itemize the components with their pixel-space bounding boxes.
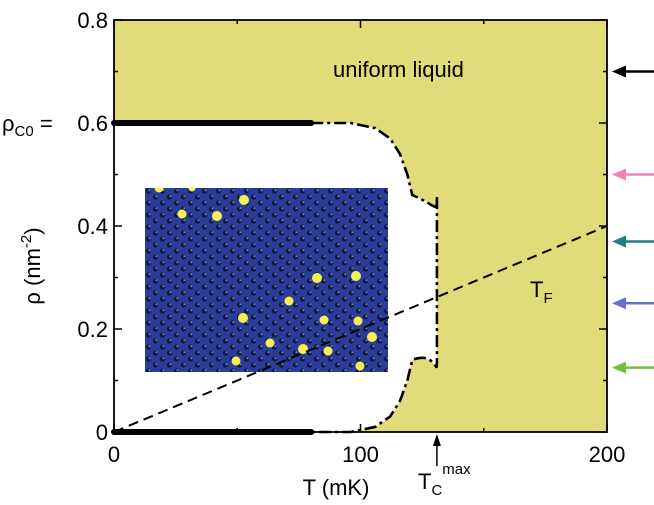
uniform-liquid-label: uniform liquid [333, 57, 464, 82]
density-arrow [612, 65, 654, 78]
adatom-dot [265, 338, 275, 348]
adatom-dot [312, 273, 322, 283]
tc-max-label: TCmax [418, 461, 471, 499]
density-arrow [612, 168, 654, 181]
adatom-dot [367, 332, 377, 342]
adatom-dot [284, 296, 294, 306]
y-axis-label: ρ (nm-2) [18, 227, 45, 304]
adatom-dot [177, 209, 187, 219]
y-tick-label: 0.4 [77, 214, 108, 239]
x-tick-label: 0 [108, 442, 120, 467]
x-tick-labels: 0 100 200 [108, 442, 625, 467]
x-tick-label: 100 [342, 442, 379, 467]
density-arrow [612, 361, 654, 374]
rho-c0-label: ρC0 = [2, 111, 53, 140]
y-tick-label: 0.8 [77, 8, 108, 33]
x-axis-label: T (mK) [303, 475, 370, 500]
lattice-inset-image [145, 188, 388, 372]
adatom-dot [154, 188, 164, 193]
x-tick-label: 200 [589, 442, 626, 467]
tc-max-marker: TCmax [418, 434, 471, 499]
density-arrow [612, 235, 654, 248]
adatom-dot [323, 346, 333, 356]
density-arrow [612, 297, 654, 310]
density-arrows [612, 65, 654, 374]
y-tick-labels: 0 0.2 0.4 0.6 0.8 [77, 8, 108, 445]
adatom-dot [353, 316, 363, 326]
y-tick-label: 0 [96, 420, 108, 445]
adatom-dot [319, 315, 329, 325]
adatom-dot [238, 313, 248, 323]
tf-label: TF [530, 277, 553, 307]
y-tick-label: 0.6 [77, 111, 108, 136]
adatom-dot [298, 344, 308, 354]
adatom-dot [212, 211, 222, 221]
y-tick-label: 0.2 [77, 317, 108, 342]
phase-boundary-curve [311, 121, 439, 434]
fermi-temperature-line [113, 225, 608, 433]
adatom-dot [355, 361, 365, 371]
adatom-dot [188, 188, 196, 192]
adatom-dot [231, 356, 241, 366]
adatom-dot [239, 195, 249, 205]
adatom-dot [351, 271, 361, 281]
plot-frame [113, 19, 608, 433]
